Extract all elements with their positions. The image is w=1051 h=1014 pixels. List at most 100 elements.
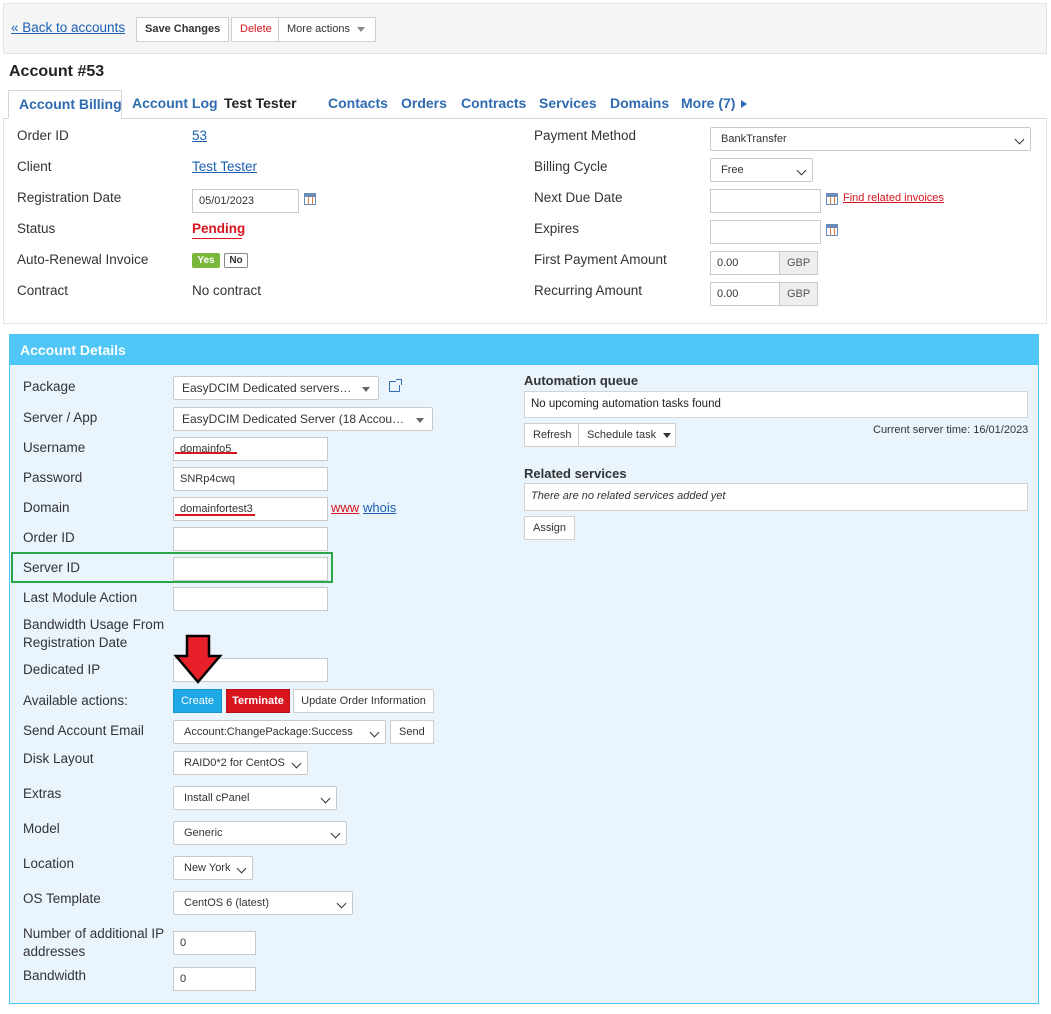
create-button[interactable]: Create [173,689,222,713]
related-services-box: There are no related services added yet [524,483,1028,511]
last-module-action-label: Last Module Action [23,590,138,605]
last-module-action-input[interactable] [173,587,328,611]
chevron-down-icon [1014,134,1025,145]
next-due-date-input[interactable] [710,189,821,213]
calendar-icon[interactable] [826,224,838,236]
disk-layout-label: Disk Layout [23,751,94,766]
schedule-task-button[interactable]: Schedule task [578,423,676,447]
additional-ip-label-line2: addresses [23,944,86,959]
chevron-down-icon [336,898,347,909]
model-label: Model [23,821,60,836]
billing-cycle-label: Billing Cycle [534,159,608,174]
calendar-icon[interactable] [304,193,316,205]
contract-value: No contract [192,283,262,298]
location-value: New York [184,862,231,874]
server-id-label: Server ID [23,560,81,575]
chevron-down-icon [320,793,331,804]
assign-button[interactable]: Assign [524,516,576,540]
expires-input[interactable] [710,220,821,244]
bandwidth-usage-label-line2: Registration Date [23,635,128,650]
tab-contacts[interactable]: Contacts [328,95,388,111]
first-payment-input[interactable]: 0.00 [710,251,780,275]
find-related-invoices-link[interactable]: Find related invoices [843,192,944,204]
external-link-icon[interactable] [389,379,402,392]
related-services-title: Related services [524,466,627,481]
more-actions-button[interactable]: More actions [278,17,376,42]
auto-renewal-no-toggle[interactable]: No [224,253,248,268]
password-input[interactable]: SNRp4cwq [173,467,328,491]
whois-link[interactable]: whois [363,500,397,515]
tab-account-billing[interactable]: Account Billing [8,90,122,119]
location-select[interactable]: New York [173,856,253,880]
chevron-down-icon [416,418,424,423]
www-link[interactable]: www [331,500,360,515]
domain-label: Domain [23,500,70,515]
chevron-down-icon [663,432,672,438]
dedicated-ip-label: Dedicated IP [23,662,101,677]
server-app-label: Server / App [23,410,98,425]
update-order-information-button[interactable]: Update Order Information [293,689,434,713]
server-id-highlight-box [11,552,333,583]
auto-renewal-yes-toggle[interactable]: Yes [192,253,220,268]
bandwidth-usage-label-line1: Bandwidth Usage From [23,617,165,632]
tab-more[interactable]: More (7) [681,95,748,111]
os-template-label: OS Template [23,891,101,906]
automation-queue-box: No upcoming automation tasks found [524,391,1028,418]
location-label: Location [23,856,75,871]
send-email-button[interactable]: Send [390,720,434,744]
save-changes-button[interactable]: Save Changes [136,17,230,42]
payment-method-label: Payment Method [534,128,637,143]
package-label: Package [23,379,76,394]
back-to-accounts-link[interactable]: « Back to accounts [11,20,126,35]
chevron-down-icon [291,758,302,769]
order-id-label: Order ID [17,128,69,143]
tab-account-log[interactable]: Account Log [132,95,218,111]
client-label: Client [17,159,52,174]
email-template-select[interactable]: Account:ChangePackage:Success [173,720,386,744]
tab-more-label: More (7) [681,95,736,111]
automation-queue-title: Automation queue [524,373,639,388]
chevron-down-icon [236,863,247,874]
model-select[interactable]: Generic [173,821,347,845]
registration-date-input[interactable]: 05/01/2023 [192,189,299,213]
arrow-down-icon [173,634,223,684]
package-select[interactable]: EasyDCIM Dedicated servers… [173,376,379,400]
package-value: EasyDCIM Dedicated servers… [182,381,352,395]
server-id-input[interactable] [173,557,328,581]
order-id-input[interactable] [173,527,328,551]
delete-button[interactable]: Delete [231,17,281,42]
order-id-label: Order ID [23,530,75,545]
additional-ip-label-line1: Number of additional IP [23,926,165,941]
tab-orders[interactable]: Orders [401,95,447,111]
auto-renewal-label: Auto-Renewal Invoice [17,252,149,267]
billing-cycle-select[interactable]: Free [710,158,813,182]
bandwidth-input[interactable]: 0 [173,967,256,991]
chevron-down-icon [330,828,341,839]
recurring-amount-input[interactable]: 0.00 [710,282,780,306]
contract-label: Contract [17,283,69,298]
order-id-link[interactable]: 53 [192,128,208,143]
currency-addon: GBP [779,251,819,275]
domain-input[interactable]: domainfortest3 [173,497,328,521]
status-value: Pending [192,221,246,236]
terminate-button[interactable]: Terminate [226,689,290,713]
client-link[interactable]: Test Tester [192,159,258,174]
username-input[interactable]: domainfo5 [173,437,328,461]
disk-layout-select[interactable]: RAID0*2 for CentOS [173,751,308,775]
billing-cycle-value: Free [721,164,744,176]
extras-label: Extras [23,786,62,801]
refresh-button[interactable]: Refresh [524,423,581,447]
additional-ip-input[interactable]: 0 [173,931,256,955]
tab-services[interactable]: Services [539,95,597,111]
page-title: Account #53 [9,63,105,80]
extras-select[interactable]: Install cPanel [173,786,337,810]
tab-domains[interactable]: Domains [610,95,670,111]
calendar-icon[interactable] [826,193,838,205]
os-template-select[interactable]: CentOS 6 (latest) [173,891,353,915]
chevron-down-icon [796,165,807,176]
payment-method-select[interactable]: BankTransfer [710,127,1031,151]
registration-date-label: Registration Date [17,190,122,205]
tab-contracts[interactable]: Contracts [461,95,527,111]
server-app-select[interactable]: EasyDCIM Dedicated Server (18 Accou… [173,407,433,431]
server-app-value: EasyDCIM Dedicated Server (18 Accou… [182,412,405,426]
